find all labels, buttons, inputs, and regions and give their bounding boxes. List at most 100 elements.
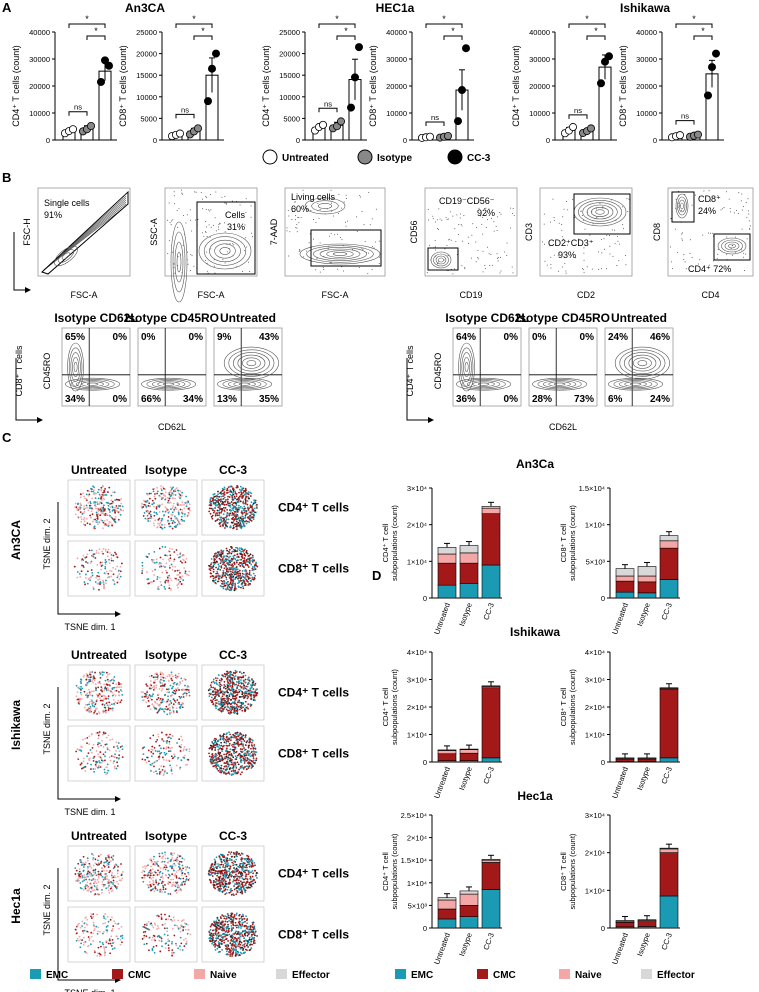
tsne-point: [96, 507, 99, 510]
tsne-point: [229, 685, 232, 687]
event-dot: [214, 272, 216, 274]
tsne-point: [117, 883, 120, 885]
tsne-point: [219, 734, 221, 737]
tsne-point: [214, 749, 217, 751]
tsne-point: [94, 503, 97, 505]
tsne-point: [110, 553, 113, 556]
tsne-point: [179, 860, 181, 863]
tsne-point: [246, 580, 249, 583]
tsne-point: [87, 501, 90, 504]
tsne-point: [109, 870, 112, 872]
tsne-point: [241, 510, 243, 512]
tsne-point: [220, 511, 223, 514]
tsne-point: [162, 565, 165, 568]
quad-pct: 9%: [217, 332, 232, 343]
tsne-point: [210, 503, 213, 505]
tsne-point: [217, 694, 220, 697]
event-dot: [310, 209, 312, 211]
tsne-point: [245, 551, 248, 553]
event-dot: [189, 209, 191, 211]
tsne-point: [212, 575, 215, 578]
tsne-point: [160, 747, 162, 750]
tsne-point: [188, 570, 191, 573]
tsne-point: [231, 550, 234, 553]
tsne-point: [182, 579, 185, 581]
tsne-point: [118, 686, 121, 689]
tsne-point: [159, 581, 162, 583]
tsne-point: [102, 753, 105, 756]
tsne-point: [164, 851, 166, 854]
tsne-point: [89, 875, 92, 877]
tsne-point: [221, 582, 223, 585]
tsne-point: [153, 681, 156, 684]
event-dot: [449, 211, 451, 213]
tsne-point: [120, 497, 123, 500]
tsne-point: [220, 741, 223, 744]
panel-label: D: [372, 568, 381, 583]
event-dot: [337, 268, 339, 270]
tsne-col-title: Isotype: [145, 648, 187, 662]
tsne-point: [243, 580, 246, 583]
data-point: [207, 64, 216, 73]
tsne-point: [226, 583, 229, 586]
event-dot: [186, 214, 188, 216]
tsne-point: [165, 759, 168, 762]
tsne-point: [93, 705, 96, 708]
tsne-point: [142, 753, 145, 755]
tsne-point: [99, 561, 102, 564]
tsne-point: [99, 766, 102, 768]
tsne-point: [168, 493, 171, 496]
tsne-point: [219, 747, 222, 750]
tsne-point: [79, 678, 82, 681]
tsne-point: [176, 682, 179, 685]
quad-pct: 34%: [65, 394, 85, 405]
tsne-point: [104, 876, 107, 879]
contour-line: [170, 221, 188, 303]
tsne-point: [158, 566, 161, 568]
tsne-point: [249, 514, 252, 517]
tsne-point: [250, 686, 253, 689]
tsne-point: [149, 504, 152, 507]
tsne-point: [148, 687, 151, 690]
event-dot: [330, 232, 332, 234]
tsne-point: [221, 695, 224, 698]
tsne-point: [149, 763, 152, 766]
tsne-point: [240, 740, 243, 743]
tsne-point: [236, 687, 238, 689]
tsne-point: [96, 513, 98, 516]
tsne-point: [144, 692, 146, 695]
tsne-point: [188, 509, 191, 512]
quad-plot-title: Untreated: [220, 311, 276, 325]
event-dot: [543, 223, 545, 225]
contour-line: [223, 346, 279, 380]
tsne-point: [149, 737, 152, 740]
tsne-point: [101, 674, 104, 676]
event-dot: [475, 226, 477, 228]
data-point: [676, 131, 685, 140]
data-point: [601, 57, 610, 66]
tsne-point: [216, 504, 219, 507]
tsne-point: [89, 707, 92, 710]
tsne-point: [108, 749, 111, 752]
tsne-point: [99, 751, 102, 753]
tsne-point: [242, 767, 245, 770]
tsne-point: [218, 502, 220, 505]
tsne-point: [176, 742, 178, 744]
tsne-point: [216, 514, 219, 517]
tsne-point: [112, 855, 115, 857]
event-dot: [168, 202, 170, 204]
tsne-point: [112, 746, 115, 748]
tsne-point: [103, 771, 106, 774]
tsne-point: [222, 587, 225, 590]
tsne-point: [226, 706, 229, 708]
event-dot: [213, 259, 215, 261]
sig-star: *: [451, 26, 455, 36]
tsne-point: [185, 505, 188, 508]
tsne-point: [173, 699, 176, 702]
tsne-point: [105, 513, 108, 516]
tsne-point: [115, 507, 118, 509]
tsne-point: [98, 520, 101, 523]
tsne-point: [215, 566, 217, 569]
tsne-point: [147, 749, 150, 752]
tsne-point: [142, 699, 145, 702]
